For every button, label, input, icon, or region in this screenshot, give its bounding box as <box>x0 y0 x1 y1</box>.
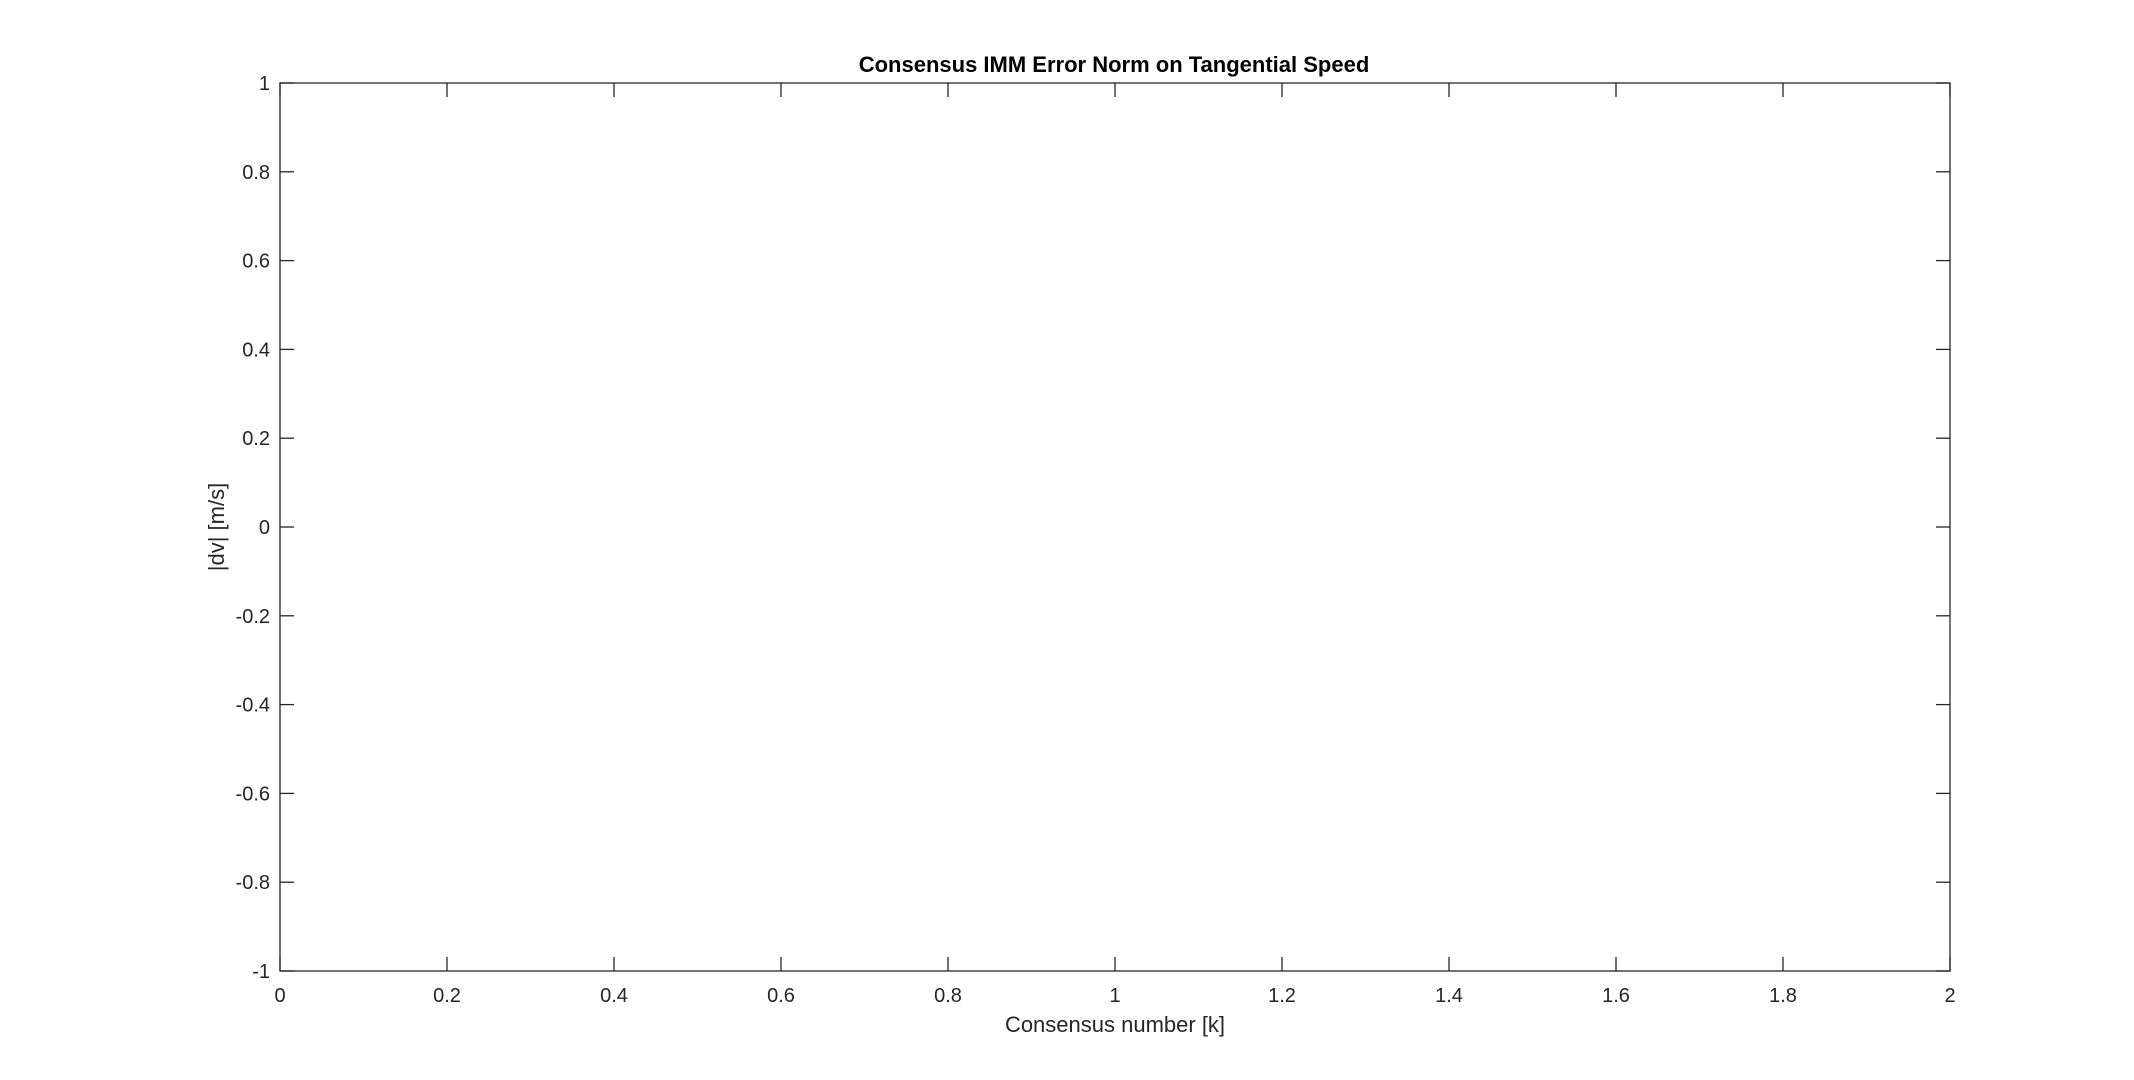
x-axis-ticks <box>279 83 1951 971</box>
y-tick-label: 1 <box>259 73 270 95</box>
x-tick-label: 0.4 <box>600 985 628 1007</box>
x-tick-label: 1.2 <box>1268 985 1296 1007</box>
y-tick-label: -0.8 <box>236 872 270 894</box>
x-tick-label: 2 <box>1944 985 1955 1007</box>
x-tick-label: 0.8 <box>934 985 962 1007</box>
plot-area <box>279 82 1951 972</box>
x-axis-label: Consensus number [k] <box>1005 1012 1225 1037</box>
chart-title: Consensus IMM Error Norm on Tangential S… <box>859 52 1370 77</box>
x-tick-label: 0 <box>274 985 285 1007</box>
y-tick-label: 0.4 <box>242 339 270 361</box>
x-axis-tick-labels: 0 0.2 0.4 0.6 0.8 1 1.2 1.4 1.6 1.8 2 <box>274 985 1955 1007</box>
x-tick-label: 1 <box>1109 985 1120 1007</box>
x-tick-label: 1.8 <box>1769 985 1797 1007</box>
y-tick-label: 0.2 <box>242 428 270 450</box>
y-tick-label: 0.6 <box>242 251 270 273</box>
x-tick-label: 0.2 <box>433 985 461 1007</box>
y-tick-label: -1 <box>252 961 270 983</box>
x-tick-label: 1.6 <box>1602 985 1630 1007</box>
y-axis-label: |dv| [m/s] <box>204 483 229 571</box>
y-tick-label: -0.4 <box>236 695 270 717</box>
y-axis-ticks <box>280 82 1950 972</box>
y-tick-label: 0.8 <box>242 162 270 184</box>
y-axis-tick-labels: -1 -0.8 -0.6 -0.4 -0.2 0 0.2 0.4 0.6 0.8 1 <box>236 73 270 983</box>
x-tick-label: 1.4 <box>1435 985 1463 1007</box>
y-tick-label: -0.6 <box>236 783 270 805</box>
y-tick-label: 0 <box>259 517 270 539</box>
y-tick-label: -0.2 <box>236 606 270 628</box>
x-tick-label: 0.6 <box>767 985 795 1007</box>
